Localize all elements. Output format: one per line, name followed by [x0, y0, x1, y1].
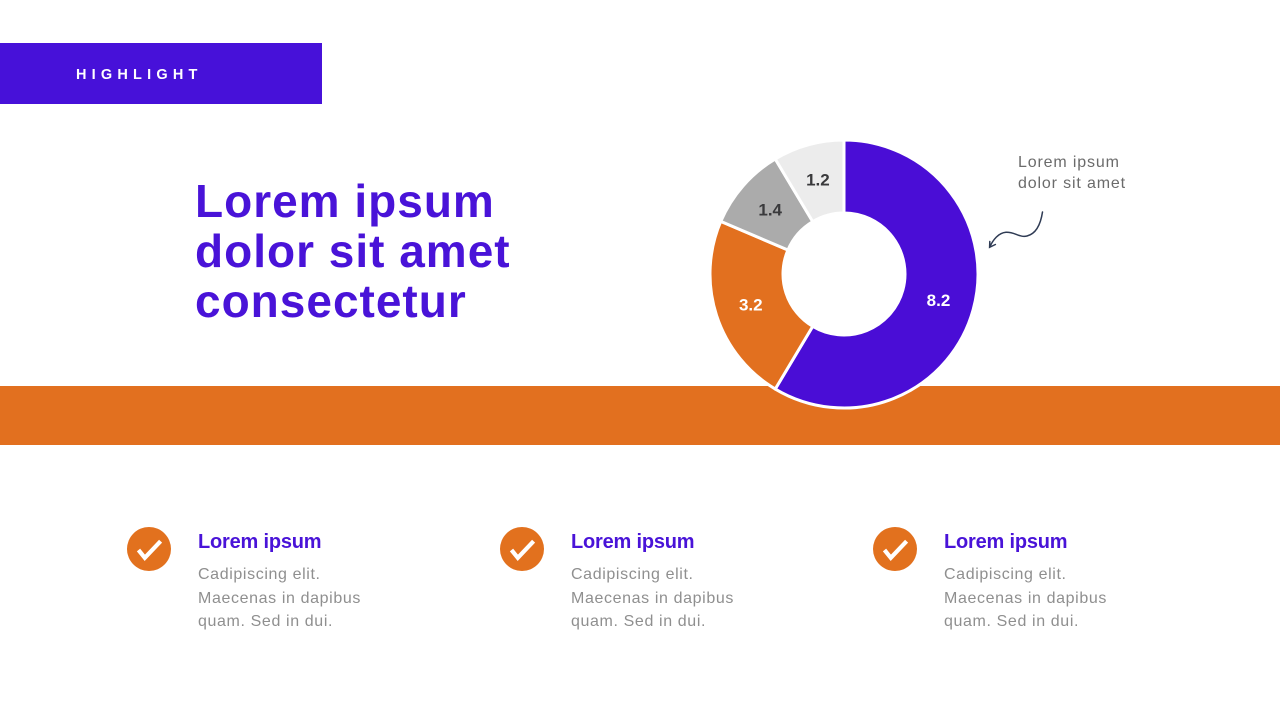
- svg-text:8.2: 8.2: [927, 291, 951, 310]
- svg-text:1.2: 1.2: [806, 171, 830, 190]
- svg-text:3.2: 3.2: [739, 295, 763, 314]
- svg-text:1.4: 1.4: [758, 201, 782, 220]
